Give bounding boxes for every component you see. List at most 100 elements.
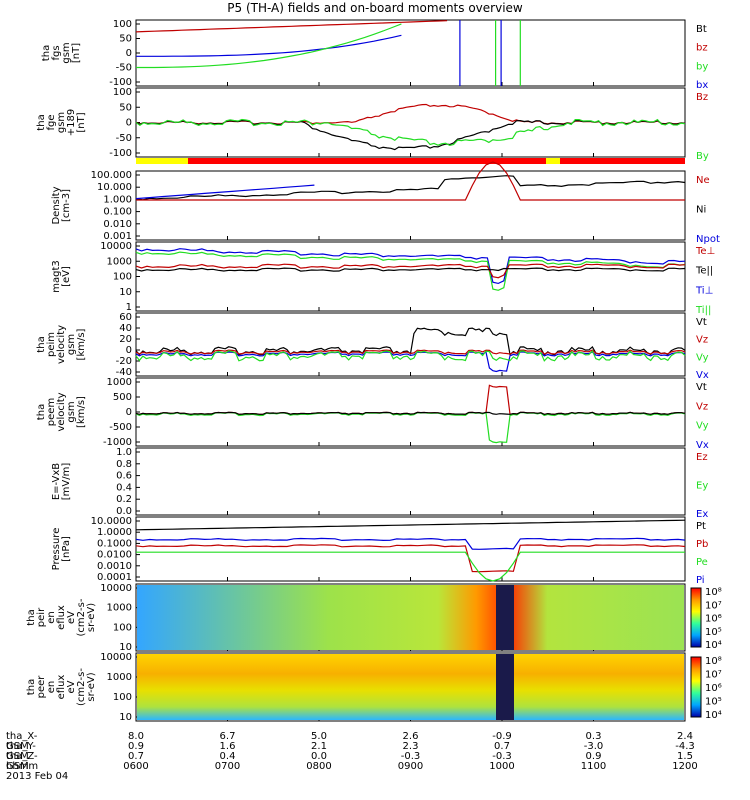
y-axis-label: sr-eV) — [86, 672, 97, 701]
footer-value: 0.9 — [585, 751, 602, 762]
footer-value: 0.4 — [219, 751, 236, 762]
y-tick-label: 0.100 — [103, 207, 132, 218]
y-axis-label: (cm2-s- — [76, 598, 87, 636]
colorbar-tick: 10⁵ — [705, 697, 722, 708]
y-tick-label: 0 — [126, 48, 132, 59]
legend-fge-1: By — [696, 151, 709, 162]
legend-peem-1: Vz — [696, 401, 708, 412]
y-axis-label: gsm — [66, 401, 77, 422]
y-axis-label: [km/s] — [76, 328, 87, 360]
y-tick-label: 500 — [113, 392, 132, 403]
legend-peim-2: Vy — [696, 352, 709, 363]
y-axis-label: E=-VxB — [51, 463, 62, 500]
y-axis-label: velocity — [56, 392, 67, 431]
y-axis-label: [cm-3] — [61, 189, 72, 222]
y-tick-label: 0.1000 — [97, 538, 132, 549]
quality-flag-bar — [136, 158, 685, 164]
y-axis-label: [eV] — [61, 266, 72, 287]
y-tick-label: 10000 — [100, 583, 132, 594]
y-axis-label: +189 — [66, 109, 77, 136]
series-bx — [136, 34, 402, 57]
y-axis-label: Pressure — [51, 528, 62, 571]
y-tick-label: 100 — [113, 19, 132, 30]
panel-frame — [135, 516, 686, 582]
panel-frame — [135, 87, 686, 158]
footer-value: 0600 — [123, 761, 149, 772]
footer-value: 0.7 — [128, 751, 144, 762]
colorbar — [690, 656, 702, 718]
y-tick-label: 1000 — [107, 256, 132, 267]
y-tick-label: -1000 — [103, 437, 132, 448]
footer-row-label: tha_Y-GSM — [6, 741, 36, 762]
series-By — [135, 118, 686, 147]
y-tick-label: 100 — [113, 87, 132, 98]
footer-value: 1000 — [489, 761, 515, 772]
series-Vt — [135, 411, 686, 416]
y-axis-label: [nPa] — [61, 536, 72, 562]
series-Ni — [135, 175, 686, 201]
colorbar-tick: 10⁸ — [705, 587, 722, 598]
legend-efield-1: Ey — [696, 481, 708, 492]
legend-efield-2: Ex — [696, 509, 708, 520]
legend-peim-3: Vx — [696, 370, 709, 381]
y-axis-label: en — [46, 611, 57, 624]
legend-peem-0: Vt — [696, 382, 707, 393]
y-tick-label: -20 — [116, 356, 132, 367]
footer-value: -0.3 — [492, 751, 512, 762]
legend-temp-2: Ti⊥ — [695, 285, 713, 296]
panel-frame — [135, 447, 686, 516]
colorbar-tick: 10⁶ — [705, 614, 722, 625]
legend-peem-2: Vy — [696, 421, 709, 432]
y-tick-label: 1.0 — [116, 447, 132, 458]
footer-value: 0900 — [397, 761, 424, 772]
legend-peem-3: Vx — [696, 440, 709, 451]
footer-value: -3.0 — [583, 741, 604, 752]
footer-date: 2013 Feb 04 — [6, 771, 69, 782]
legend-efield-0: Ez — [696, 452, 708, 463]
y-tick-label: 0.0 — [116, 506, 132, 517]
panel-fge: 100 50 0 -50 -100 tha fge gsm +189 [nT] Bz By — [36, 87, 709, 164]
legend-density-0: Ne — [696, 175, 710, 186]
page-title: P5 (TH-A) fields and on-board moments ov… — [227, 1, 523, 15]
y-tick-label: 0.0100 — [97, 550, 132, 561]
y-tick-label: 0.6 — [116, 471, 132, 482]
y-tick-label: 10 — [119, 287, 132, 298]
footer-value: 2.3 — [402, 741, 419, 752]
footer-value: 0.3 — [585, 731, 602, 742]
panel-peer: 10000 1000 100 10 tha peer en eflux eV (cm2-s-sr-… — [26, 652, 722, 723]
panel-frame — [135, 170, 686, 241]
colorbar-tick: 10⁵ — [705, 627, 722, 638]
y-tick-label: -500 — [109, 422, 132, 433]
legend-pressure-3: Pi — [696, 575, 705, 586]
y-tick-label: 100.000 — [91, 170, 132, 181]
y-tick-label: 0 — [126, 407, 132, 418]
legend-fgs-1: bz — [696, 43, 708, 54]
y-tick-label: 10 — [119, 712, 132, 723]
footer-value: -4.3 — [675, 741, 695, 752]
panel-frame — [135, 312, 686, 377]
y-axis-label: eflux — [56, 605, 67, 630]
series-Pt — [135, 519, 686, 531]
y-tick-label: -100 — [109, 148, 132, 159]
panel-frame — [135, 19, 686, 87]
y-axis-label: eV — [66, 680, 77, 693]
footer-value: 8.0 — [128, 731, 144, 742]
y-axis-label: gsm — [61, 42, 72, 63]
legend-temp-0: Te⊥ — [695, 246, 715, 257]
legend-density-1: Ni — [696, 205, 706, 216]
y-axis-label: peer — [36, 675, 47, 699]
y-axis-label: peem — [46, 398, 57, 426]
legend-density-2: Npot — [696, 234, 720, 245]
footer-value: 1200 — [672, 761, 698, 772]
y-tick-label: 10.000 — [97, 182, 132, 193]
legend-peim-1: Vz — [696, 335, 708, 346]
series-Ne — [136, 161, 685, 201]
legend-fge-0: Bz — [696, 92, 708, 103]
y-axis-label: tha — [26, 679, 37, 695]
colorbar-tick: 10⁴ — [705, 710, 722, 721]
y-tick-label: 0 — [126, 345, 132, 356]
y-axis-label: [mV/m] — [61, 463, 72, 501]
